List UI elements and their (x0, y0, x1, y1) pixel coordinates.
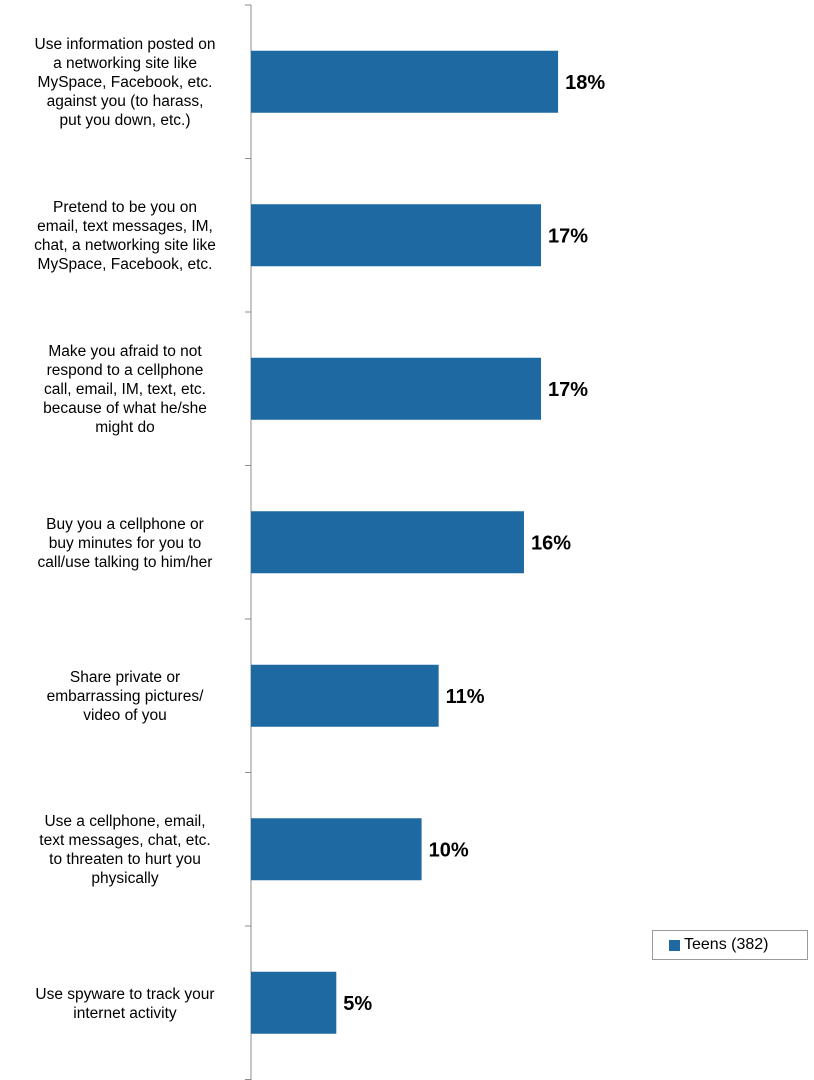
data-label: 18% (565, 72, 605, 94)
bar (251, 50, 559, 113)
data-label: 11% (446, 686, 485, 708)
data-label: 10% (429, 839, 469, 861)
category-label: Use a cellphone, email, text messages, c… (39, 813, 211, 888)
category-label: Use spyware to track your internet activ… (35, 985, 215, 1022)
category-label: Buy you a cellphone or buy minutes for y… (37, 515, 213, 571)
bar (251, 818, 422, 881)
bar (251, 664, 439, 727)
data-label: 17% (548, 379, 588, 401)
bar (251, 971, 337, 1034)
legend-swatch (669, 939, 680, 951)
category-label: Share private or embarrassing pictures/ … (46, 669, 204, 725)
data-label: 17% (548, 225, 588, 247)
category-label: Make you afraid to not respond to a cell… (43, 343, 207, 437)
legend-label: Teens (382) (684, 936, 769, 953)
data-label: 5% (343, 993, 372, 1015)
bar (251, 357, 542, 420)
bar (251, 511, 524, 574)
legend: Teens (382) (652, 930, 808, 960)
bar (251, 204, 542, 267)
category-label: Pretend to be you on email, text message… (34, 199, 216, 274)
data-label: 16% (531, 532, 571, 554)
category-label: Use information posted on a networking s… (34, 36, 216, 130)
